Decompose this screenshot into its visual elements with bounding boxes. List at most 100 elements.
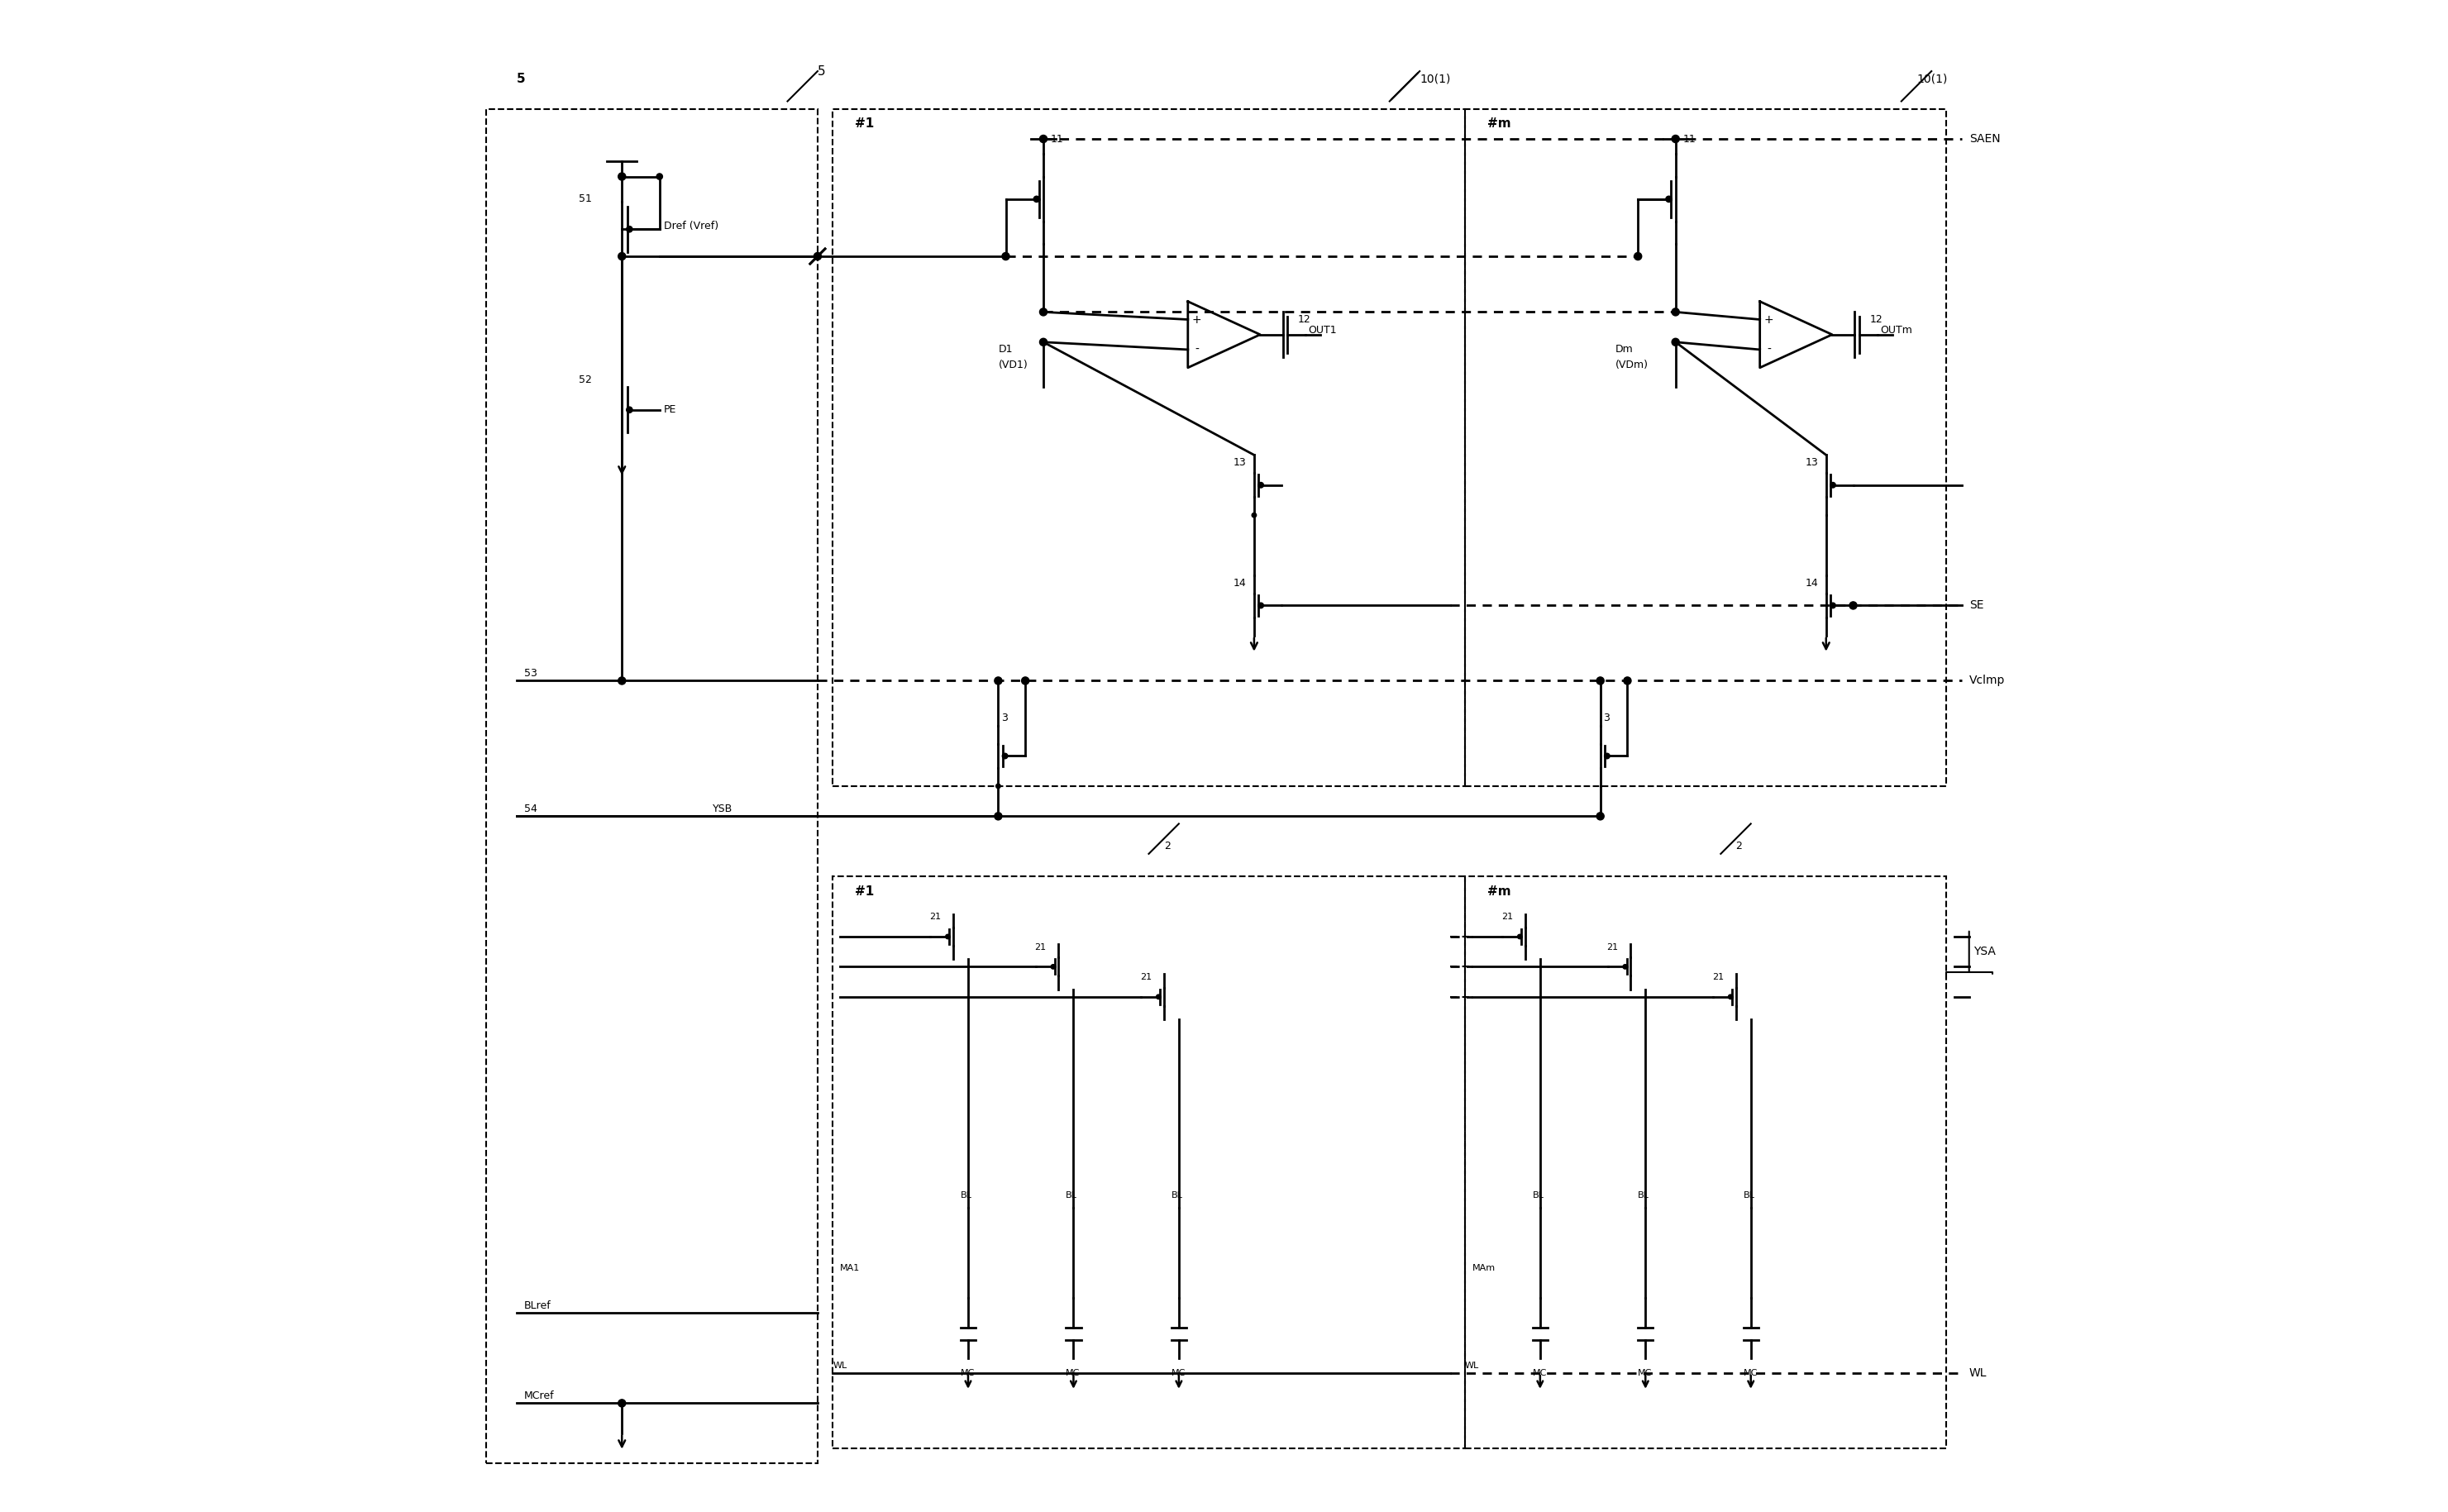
Circle shape bbox=[1831, 482, 1836, 488]
Text: MC: MC bbox=[1170, 1368, 1185, 1377]
Text: 11: 11 bbox=[1050, 133, 1065, 144]
Text: MC: MC bbox=[1532, 1368, 1547, 1377]
Text: 13: 13 bbox=[1807, 457, 1819, 467]
Text: 12: 12 bbox=[1297, 314, 1310, 325]
Circle shape bbox=[1258, 603, 1263, 608]
Circle shape bbox=[619, 677, 627, 685]
Text: Dref (Vref): Dref (Vref) bbox=[663, 221, 720, 231]
Circle shape bbox=[1672, 339, 1679, 346]
Text: 21: 21 bbox=[1711, 974, 1723, 981]
Text: MC: MC bbox=[1638, 1368, 1652, 1377]
Circle shape bbox=[1603, 753, 1611, 759]
Text: BL: BL bbox=[1065, 1191, 1077, 1199]
Text: 21: 21 bbox=[1036, 943, 1045, 951]
Circle shape bbox=[1672, 135, 1679, 142]
Circle shape bbox=[1728, 995, 1733, 999]
Text: #m: #m bbox=[1488, 885, 1510, 898]
Circle shape bbox=[627, 227, 632, 233]
Text: 21: 21 bbox=[930, 913, 940, 921]
Text: 21: 21 bbox=[1501, 913, 1513, 921]
Circle shape bbox=[1635, 253, 1643, 260]
Text: 53: 53 bbox=[524, 668, 536, 679]
Text: 2: 2 bbox=[1163, 841, 1170, 851]
Text: MCref: MCref bbox=[524, 1391, 553, 1402]
Text: MC: MC bbox=[960, 1368, 974, 1377]
Circle shape bbox=[1623, 677, 1630, 685]
Text: OUTm: OUTm bbox=[1880, 325, 1912, 336]
Text: WL: WL bbox=[1968, 1367, 1988, 1379]
Circle shape bbox=[656, 174, 663, 180]
Circle shape bbox=[1040, 135, 1048, 142]
Circle shape bbox=[1155, 995, 1160, 999]
Text: BL: BL bbox=[960, 1191, 972, 1199]
Text: SE: SE bbox=[1968, 600, 1983, 611]
Text: 3: 3 bbox=[1001, 714, 1009, 724]
Text: OUT1: OUT1 bbox=[1307, 325, 1337, 336]
Text: (VD1): (VD1) bbox=[999, 360, 1028, 370]
Text: Dm: Dm bbox=[1616, 345, 1633, 355]
Circle shape bbox=[1001, 753, 1009, 759]
Circle shape bbox=[1040, 339, 1048, 346]
Text: WL: WL bbox=[1464, 1361, 1479, 1370]
Text: 5: 5 bbox=[818, 65, 825, 77]
Circle shape bbox=[994, 677, 1001, 685]
Text: 14: 14 bbox=[1234, 578, 1246, 588]
Text: 54: 54 bbox=[524, 803, 536, 813]
Text: YSB: YSB bbox=[712, 803, 732, 813]
Text: 3: 3 bbox=[1603, 714, 1611, 724]
Text: BL: BL bbox=[1170, 1191, 1182, 1199]
Circle shape bbox=[1040, 308, 1048, 316]
Circle shape bbox=[813, 253, 823, 260]
Text: 52: 52 bbox=[578, 375, 592, 386]
Text: 51: 51 bbox=[578, 194, 592, 204]
Text: MC: MC bbox=[1065, 1368, 1080, 1377]
Circle shape bbox=[1596, 812, 1603, 820]
Text: 10(1): 10(1) bbox=[1420, 73, 1452, 85]
Text: 2: 2 bbox=[1736, 841, 1743, 851]
Circle shape bbox=[1050, 965, 1055, 969]
Text: BL: BL bbox=[1532, 1191, 1545, 1199]
Text: 10(1): 10(1) bbox=[1917, 73, 1946, 85]
Text: 5: 5 bbox=[517, 73, 526, 85]
Text: 21: 21 bbox=[1606, 943, 1618, 951]
Text: MC: MC bbox=[1743, 1368, 1758, 1377]
Circle shape bbox=[1672, 308, 1679, 316]
Circle shape bbox=[1001, 253, 1009, 260]
Circle shape bbox=[1623, 965, 1628, 969]
Text: 11: 11 bbox=[1684, 133, 1696, 144]
Text: MA1: MA1 bbox=[840, 1264, 859, 1272]
Circle shape bbox=[627, 407, 632, 413]
Text: BLref: BLref bbox=[524, 1300, 551, 1311]
Circle shape bbox=[994, 812, 1001, 820]
Circle shape bbox=[1033, 197, 1040, 203]
Text: #1: #1 bbox=[854, 885, 874, 898]
Circle shape bbox=[1258, 482, 1263, 488]
Circle shape bbox=[619, 172, 627, 180]
Text: MAm: MAm bbox=[1471, 1264, 1496, 1272]
Text: YSA: YSA bbox=[1973, 947, 1995, 957]
Circle shape bbox=[1848, 602, 1858, 609]
Circle shape bbox=[1251, 513, 1256, 517]
Text: #m: #m bbox=[1488, 118, 1510, 130]
Text: +: + bbox=[1192, 313, 1202, 325]
Text: 21: 21 bbox=[1141, 974, 1151, 981]
Text: -: - bbox=[1767, 343, 1770, 355]
Text: WL: WL bbox=[832, 1361, 847, 1370]
Text: BL: BL bbox=[1638, 1191, 1650, 1199]
Text: #1: #1 bbox=[854, 118, 874, 130]
Circle shape bbox=[619, 1400, 627, 1408]
Text: +: + bbox=[1765, 313, 1775, 325]
Text: (VDm): (VDm) bbox=[1616, 360, 1648, 370]
Text: SAEN: SAEN bbox=[1968, 133, 2000, 145]
Text: -: - bbox=[1195, 343, 1200, 355]
Circle shape bbox=[1518, 934, 1523, 939]
Text: PE: PE bbox=[663, 404, 676, 416]
Circle shape bbox=[619, 253, 627, 260]
Text: Vclmp: Vclmp bbox=[1968, 674, 2005, 686]
Circle shape bbox=[1665, 197, 1672, 203]
Text: D1: D1 bbox=[999, 345, 1013, 355]
Circle shape bbox=[945, 934, 950, 939]
Text: 13: 13 bbox=[1234, 457, 1246, 467]
Circle shape bbox=[1021, 677, 1028, 685]
Circle shape bbox=[1831, 603, 1836, 608]
